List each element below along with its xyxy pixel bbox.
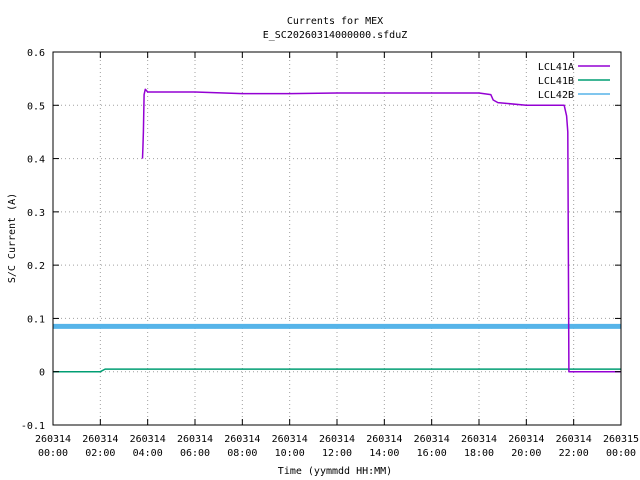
x-tick-date: 260314 — [508, 434, 544, 445]
y-tick-label: 0.3 — [27, 208, 45, 219]
y-axis-label: S/C Current (A) — [7, 193, 18, 283]
x-tick-time: 12:00 — [322, 448, 352, 459]
chart-title: Currents for MEX — [287, 16, 383, 27]
x-tick-time: 06:00 — [180, 448, 210, 459]
x-tick-date: 260314 — [82, 434, 118, 445]
y-tick-label: -0.1 — [21, 421, 45, 432]
x-tick-date: 260314 — [319, 434, 355, 445]
y-tick-label: 0.4 — [27, 155, 45, 166]
y-tick-label: 0 — [39, 368, 45, 379]
chart-subtitle: E_SC20260314000000.sfduZ — [263, 30, 408, 41]
series-layer — [53, 88, 621, 373]
x-tick-time: 00:00 — [38, 448, 68, 459]
x-tick-time: 10:00 — [275, 448, 305, 459]
x-tick-time: 00:00 — [606, 448, 636, 459]
legend-label: LCL41A — [538, 62, 574, 73]
x-tick-time: 18:00 — [464, 448, 494, 459]
y-tick-label: 0.2 — [27, 261, 45, 272]
x-tick-date: 260314 — [414, 434, 450, 445]
x-tick-date: 260314 — [272, 434, 308, 445]
x-tick-date: 260314 — [366, 434, 402, 445]
x-tick-time: 20:00 — [511, 448, 541, 459]
x-tick-date: 260314 — [130, 434, 166, 445]
x-axis-label: Time (yymmdd HH:MM) — [278, 466, 392, 477]
x-tick-date: 260314 — [177, 434, 213, 445]
legend-label: LCL41B — [538, 76, 574, 87]
x-tick-date: 260314 — [461, 434, 497, 445]
series-line-lcl41a — [141, 88, 621, 373]
series-line-lcl41b — [53, 368, 621, 373]
x-axis: 260314 00:00 260314 02:00 260314 04:00 260314 0… — [35, 52, 639, 459]
y-tick-label: 0.6 — [27, 48, 45, 59]
y-tick-label: 0.5 — [27, 101, 45, 112]
x-tick-time: 16:00 — [417, 448, 447, 459]
x-tick-time: 22:00 — [559, 448, 589, 459]
x-tick-date: 260314 — [224, 434, 260, 445]
x-tick-time: 04:00 — [133, 448, 163, 459]
y-axis: -0.1 0 0.1 0.2 0.3 0.4 0.5 0.6 — [21, 48, 621, 432]
x-tick-time: 14:00 — [369, 448, 399, 459]
x-tick-time: 08:00 — [227, 448, 257, 459]
x-tick-date: 260315 — [603, 434, 639, 445]
x-tick-time: 02:00 — [85, 448, 115, 459]
x-tick-date: 260314 — [556, 434, 592, 445]
legend: LCL41A LCL41B LCL42B — [538, 62, 610, 101]
y-tick-label: 0.1 — [27, 314, 45, 325]
x-tick-date: 260314 — [35, 434, 71, 445]
legend-label: LCL42B — [538, 90, 574, 101]
